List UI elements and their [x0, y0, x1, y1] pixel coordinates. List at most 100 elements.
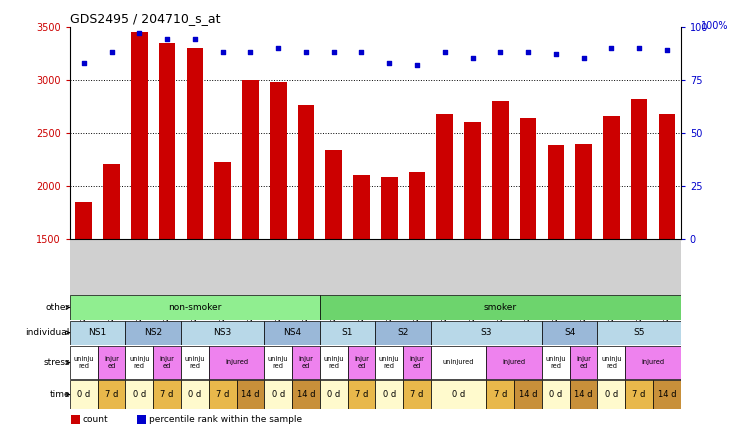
Bar	[181, 380, 209, 409]
Point	[133, 29, 145, 36]
Text: uninju
red: uninju red	[323, 356, 344, 369]
Bar	[520, 118, 537, 238]
Point	[495, 48, 506, 56]
Point	[633, 44, 645, 52]
Text: uninju
red: uninju red	[379, 356, 400, 369]
Text: percentile rank within the sample: percentile rank within the sample	[149, 415, 302, 424]
Bar	[431, 380, 486, 409]
Text: uninju
red: uninju red	[601, 356, 622, 369]
Text: injur
ed: injur ed	[576, 356, 591, 369]
Text: NS3: NS3	[213, 328, 232, 337]
Bar	[542, 380, 570, 409]
Bar	[103, 164, 120, 238]
Bar	[264, 346, 292, 379]
Bar	[292, 346, 320, 379]
Text: non-smoker: non-smoker	[169, 303, 222, 312]
Point	[106, 48, 118, 56]
Bar	[325, 150, 342, 238]
Bar	[631, 99, 648, 238]
Bar	[403, 380, 431, 409]
Bar	[381, 177, 397, 238]
Point	[217, 48, 229, 56]
Text: 0 d: 0 d	[605, 390, 618, 399]
Text: 14 d: 14 d	[574, 390, 593, 399]
Text: injured: injured	[503, 360, 526, 365]
Text: NS2: NS2	[144, 328, 162, 337]
Bar	[297, 105, 314, 238]
Point	[78, 59, 90, 66]
Point	[550, 51, 562, 58]
Bar	[347, 380, 375, 409]
Point	[606, 44, 618, 52]
Bar	[570, 346, 598, 379]
Bar	[76, 202, 92, 238]
Bar	[598, 346, 626, 379]
Point	[467, 55, 478, 62]
Bar	[603, 115, 620, 238]
Bar	[464, 122, 481, 238]
Bar	[98, 380, 125, 409]
Text: individual: individual	[26, 328, 70, 337]
Text: injur
ed: injur ed	[354, 356, 369, 369]
Text: S5: S5	[634, 328, 645, 337]
Bar	[576, 144, 592, 238]
Bar	[70, 380, 98, 409]
Text: 14 d: 14 d	[241, 390, 260, 399]
Text: uninju
red: uninju red	[268, 356, 289, 369]
Bar	[209, 380, 236, 409]
Bar	[125, 321, 181, 345]
Bar	[125, 346, 153, 379]
Bar	[186, 48, 203, 238]
Bar	[320, 380, 347, 409]
Text: injur
ed: injur ed	[409, 356, 425, 369]
Text: 0 d: 0 d	[452, 390, 465, 399]
Point	[439, 48, 450, 56]
Bar	[486, 346, 542, 379]
Text: 7 d: 7 d	[411, 390, 424, 399]
Text: injured: injured	[642, 360, 665, 365]
Bar	[131, 32, 148, 238]
Point	[523, 48, 534, 56]
Bar	[659, 114, 675, 238]
Bar	[548, 145, 565, 238]
Bar	[403, 346, 431, 379]
Bar	[653, 380, 681, 409]
Text: 7 d: 7 d	[216, 390, 230, 399]
Text: 0 d: 0 d	[188, 390, 202, 399]
Bar	[320, 295, 681, 320]
Text: 0 d: 0 d	[383, 390, 396, 399]
Text: time: time	[49, 390, 70, 399]
Bar	[71, 415, 80, 424]
Text: uninju
red: uninju red	[185, 356, 205, 369]
Bar	[153, 346, 181, 379]
Bar	[375, 346, 403, 379]
Bar	[264, 380, 292, 409]
Bar	[70, 321, 125, 345]
Point	[328, 48, 339, 56]
Text: S1: S1	[342, 328, 353, 337]
Bar	[264, 321, 320, 345]
Bar	[514, 380, 542, 409]
Text: 7 d: 7 d	[494, 390, 507, 399]
Bar	[236, 380, 264, 409]
Bar	[408, 172, 425, 238]
Text: NS1: NS1	[88, 328, 107, 337]
Bar	[153, 380, 181, 409]
Text: 7 d: 7 d	[632, 390, 645, 399]
Bar	[542, 346, 570, 379]
Bar	[292, 380, 320, 409]
Text: uninju
red: uninju red	[545, 356, 566, 369]
Bar	[159, 43, 175, 238]
Bar	[181, 346, 209, 379]
Bar	[436, 114, 453, 238]
Bar	[347, 346, 375, 379]
Text: 0 d: 0 d	[132, 390, 146, 399]
Bar	[242, 79, 259, 238]
Bar	[431, 321, 542, 345]
Bar	[542, 321, 598, 345]
Bar	[320, 321, 375, 345]
Text: 0 d: 0 d	[272, 390, 285, 399]
Text: GDS2495 / 204710_s_at: GDS2495 / 204710_s_at	[70, 12, 220, 25]
Text: 14 d: 14 d	[519, 390, 537, 399]
Text: 14 d: 14 d	[297, 390, 315, 399]
